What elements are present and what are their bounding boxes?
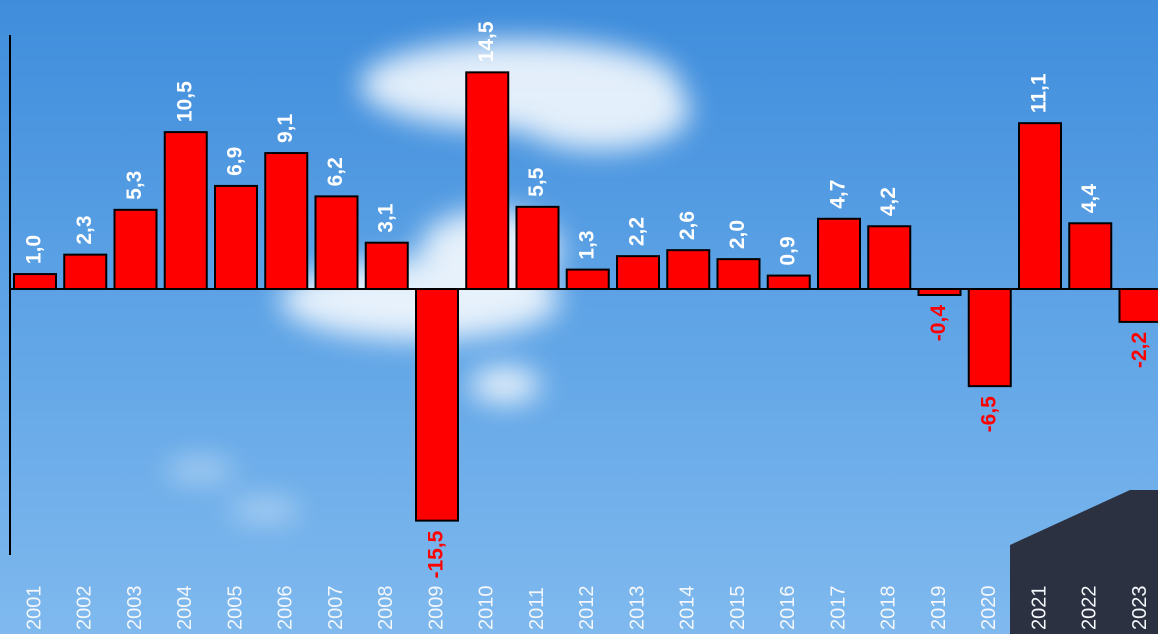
marks: 1,0 2001 2,3 2002 5,3 2003 10,5 2004 6,9 2005 9,1 2… xyxy=(10,21,1158,630)
bar xyxy=(415,288,459,522)
value-label: 6,2 xyxy=(324,157,347,186)
bar xyxy=(1068,222,1113,291)
x-tick-label: 2007 xyxy=(325,586,347,631)
bar xyxy=(565,268,610,291)
bar xyxy=(867,225,912,291)
value-label: 4,7 xyxy=(827,180,850,209)
x-tick-label: 2013 xyxy=(626,586,648,631)
x-tick-label: 2019 xyxy=(928,586,950,631)
x-tick-label: 2022 xyxy=(1079,586,1101,631)
value-label: 14,5 xyxy=(475,21,498,62)
bar xyxy=(63,253,108,291)
value-label: 4,4 xyxy=(1078,184,1101,214)
value-label: 2,6 xyxy=(676,211,699,240)
x-tick-label: 2023 xyxy=(1129,586,1151,631)
bar xyxy=(163,131,208,291)
x-tick-label: 2018 xyxy=(878,586,900,631)
x-tick-label: 2002 xyxy=(74,586,96,631)
value-label: 0,9 xyxy=(776,236,799,265)
x-tick-label: 2011 xyxy=(526,587,548,630)
value-label: 9,1 xyxy=(274,114,297,144)
bar xyxy=(314,195,359,291)
bar xyxy=(716,258,761,291)
value-label: 1,3 xyxy=(575,230,598,259)
x-tick-label: 2006 xyxy=(275,586,297,631)
value-label: 2,2 xyxy=(626,217,649,246)
bar xyxy=(1118,288,1158,323)
bar xyxy=(13,273,57,291)
x-tick-label: 2012 xyxy=(576,586,598,631)
x-tick-label: 2001 xyxy=(23,586,45,631)
bar xyxy=(364,241,409,291)
value-label: -6,5 xyxy=(977,396,1000,433)
container-graphic xyxy=(1010,490,1158,634)
value-label: 5,5 xyxy=(525,167,548,197)
bar xyxy=(1018,122,1062,291)
bar xyxy=(817,217,861,291)
bar xyxy=(666,249,711,291)
value-label: 1,0 xyxy=(23,235,46,264)
value-label: 5,3 xyxy=(123,171,146,200)
value-label: 11,1 xyxy=(1028,73,1051,113)
value-label: 4,2 xyxy=(877,187,900,216)
value-label: -15,5 xyxy=(425,530,448,578)
x-tick-label: 2015 xyxy=(727,586,749,631)
bar xyxy=(766,274,811,291)
value-label: -2,2 xyxy=(1128,332,1151,368)
x-tick-label: 2009 xyxy=(425,586,447,631)
value-label: 3,1 xyxy=(374,203,397,233)
x-tick-label: 2004 xyxy=(174,586,196,631)
bar xyxy=(515,205,560,291)
x-tick-label: 2010 xyxy=(476,586,498,631)
value-label: 10,5 xyxy=(173,81,196,122)
x-tick-label: 2017 xyxy=(827,586,849,631)
x-tick-label: 2008 xyxy=(375,586,397,631)
x-tick-label: 2005 xyxy=(224,586,246,631)
x-tick-label: 2014 xyxy=(677,586,699,631)
bar xyxy=(465,71,510,291)
bar xyxy=(616,255,660,291)
value-label: -0,4 xyxy=(927,305,950,342)
value-label: 2,3 xyxy=(73,215,96,244)
bar xyxy=(967,288,1012,388)
x-tick-label: 2016 xyxy=(777,586,799,631)
x-tick-label: 2021 xyxy=(1028,586,1050,631)
x-tick-label: 2003 xyxy=(124,586,146,631)
x-tick-label: 2020 xyxy=(978,586,1000,631)
value-label: 2,0 xyxy=(726,220,749,249)
bar xyxy=(113,208,158,291)
bar xyxy=(214,184,258,291)
value-label: 6,9 xyxy=(224,147,247,176)
bar xyxy=(264,152,309,291)
